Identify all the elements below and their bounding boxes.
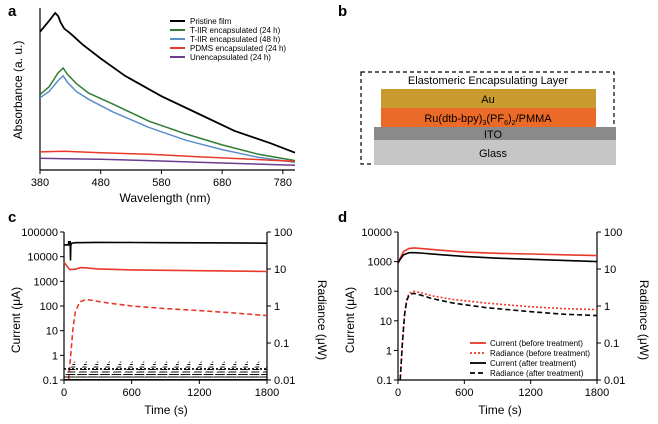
panel-d-y-tick-label: 10000 [361, 227, 392, 239]
panel-d-series-line [397, 251, 598, 264]
panel-c-x-tick-label: 0 [61, 387, 67, 399]
panel-d-y2-tick-label: 100 [604, 227, 622, 239]
panel-d-x-tick-label: 0 [395, 387, 401, 399]
panel-c-y-tick-label: 1000 [34, 276, 58, 288]
panel-d-y-label: Current (μA) [343, 287, 357, 353]
panel-d-y-tick-label: 100 [374, 286, 392, 298]
panel-d-y2-tick-label: 0.1 [604, 338, 619, 350]
panel-c-series-line [67, 298, 268, 381]
panel-a-legend-label: T-IIR encapsulated (48 h) [190, 35, 281, 44]
panel-c-x-label: Time (s) [144, 403, 188, 417]
panel-d-legend-label: Current (before treatment) [490, 339, 583, 348]
panel-d-legend-label: Radiance (after treatment) [490, 369, 584, 378]
ito-layer [374, 127, 616, 140]
panel-a-series-line [39, 66, 296, 162]
encapsulating-layer-label: Elastomeric Encapsulating Layer [408, 75, 569, 87]
panel-d-y-tick-label: 1 [386, 345, 392, 357]
panel-d-treatment-chart: Current (μA) Radiance (μW) Time (s) 0 600… [343, 227, 651, 417]
panel-a-x-tick-label: 480 [92, 177, 110, 189]
panel-a-y-label: Absorbance (a. u.) [11, 41, 25, 140]
au-layer [381, 89, 596, 108]
panel-letter-d: d [338, 209, 347, 226]
panel-c-series-line [63, 261, 268, 273]
panel-c-y-tick-label: 100000 [21, 227, 58, 239]
panel-a-x-tick-label: 580 [152, 177, 170, 189]
panel-c-y2-tick-label: 10 [274, 264, 286, 276]
panel-c-y-label: Current (μA) [9, 287, 23, 353]
panel-d-y-tick-label: 1000 [368, 257, 392, 269]
panel-letter-b: b [338, 3, 347, 20]
panel-c-x-tick-label: 1800 [255, 387, 279, 399]
panel-d-legend-label: Radiance (before treatment) [490, 349, 590, 358]
panel-c-y2-tick-label: 100 [274, 227, 292, 239]
panel-a-legend-label: PDMS encapsulated (24 h) [190, 44, 286, 53]
panel-c-current-radiance-chart: Current (μA) Radiance (μW) Time (s) 0 600… [9, 227, 329, 417]
panel-c-series-line [64, 241, 268, 261]
panel-d-x-label: Time (s) [478, 403, 522, 417]
panel-d-x-tick-label: 600 [455, 387, 473, 399]
panel-c-x-tick-label: 600 [122, 387, 140, 399]
panel-d-y-tick-label: 10 [380, 316, 392, 328]
panel-c-y-tick-label: 10 [46, 326, 58, 338]
panel-d-series-line [399, 292, 598, 381]
panel-c-y-tick-label: 1 [52, 350, 58, 362]
panel-a-x-label: Wavelength (nm) [120, 191, 211, 205]
panel-a-series-line [39, 74, 296, 163]
panel-c-y2-label: Radiance (μW) [315, 280, 329, 360]
panel-c-y2-tick-label: 0.1 [274, 338, 289, 350]
panel-d-y2-label: Radiance (μW) [637, 280, 651, 360]
panel-c-y-tick-label: 0.1 [43, 375, 58, 387]
panel-d-x-tick-label: 1200 [518, 387, 542, 399]
panel-a-series-line [39, 11, 296, 154]
ito-layer-label: ITO [484, 129, 503, 141]
emitter-layer-label: Ru(dtb-bpy)3(PF6)2/PMMA [424, 113, 552, 127]
panel-c-y-tick-label: 10000 [27, 252, 58, 264]
panel-a-legend-label: T-IIR encapsulated (24 h) [190, 26, 281, 35]
panel-a-x-tick-label: 380 [31, 177, 49, 189]
panel-d-legend-label: Current (after treatment) [490, 359, 577, 368]
panel-c-x-tick-label: 1200 [187, 387, 211, 399]
panel-c-y2-tick-label: 1 [274, 301, 280, 313]
panel-b-device-diagram: Elastomeric Encapsulating Layer Au Ru(dt… [360, 71, 616, 165]
panel-letter-c: c [8, 209, 16, 226]
panel-a-legend-label: Unencapsulated (24 h) [190, 53, 271, 62]
panel-d-y2-tick-label: 0.01 [604, 375, 625, 387]
panel-a-x-tick-label: 680 [213, 177, 231, 189]
panel-d-x-tick-label: 1800 [585, 387, 609, 399]
panel-a-series-line [39, 157, 296, 167]
au-layer-label: Au [481, 94, 494, 106]
panel-c-y2-tick-label: 0.01 [274, 375, 295, 387]
panel-d-y2-tick-label: 1 [604, 301, 610, 313]
panel-letter-a: a [8, 3, 17, 20]
panel-a-x-tick-label: 780 [274, 177, 292, 189]
panel-d-series-line [397, 247, 598, 264]
glass-layer-label: Glass [479, 148, 508, 160]
panel-c-y-tick-label: 100 [40, 301, 58, 313]
panel-a-absorbance-chart: Absorbance (a. u.) Wavelength (nm) 380 48… [11, 8, 296, 205]
panel-a-series-line [39, 150, 296, 163]
emitter-layer [381, 108, 596, 127]
panel-a-legend-label: Pristine film [190, 17, 232, 26]
panel-d-y2-tick-label: 10 [604, 264, 616, 276]
panel-d-y-tick-label: 0.1 [377, 375, 392, 387]
glass-layer [374, 140, 616, 165]
